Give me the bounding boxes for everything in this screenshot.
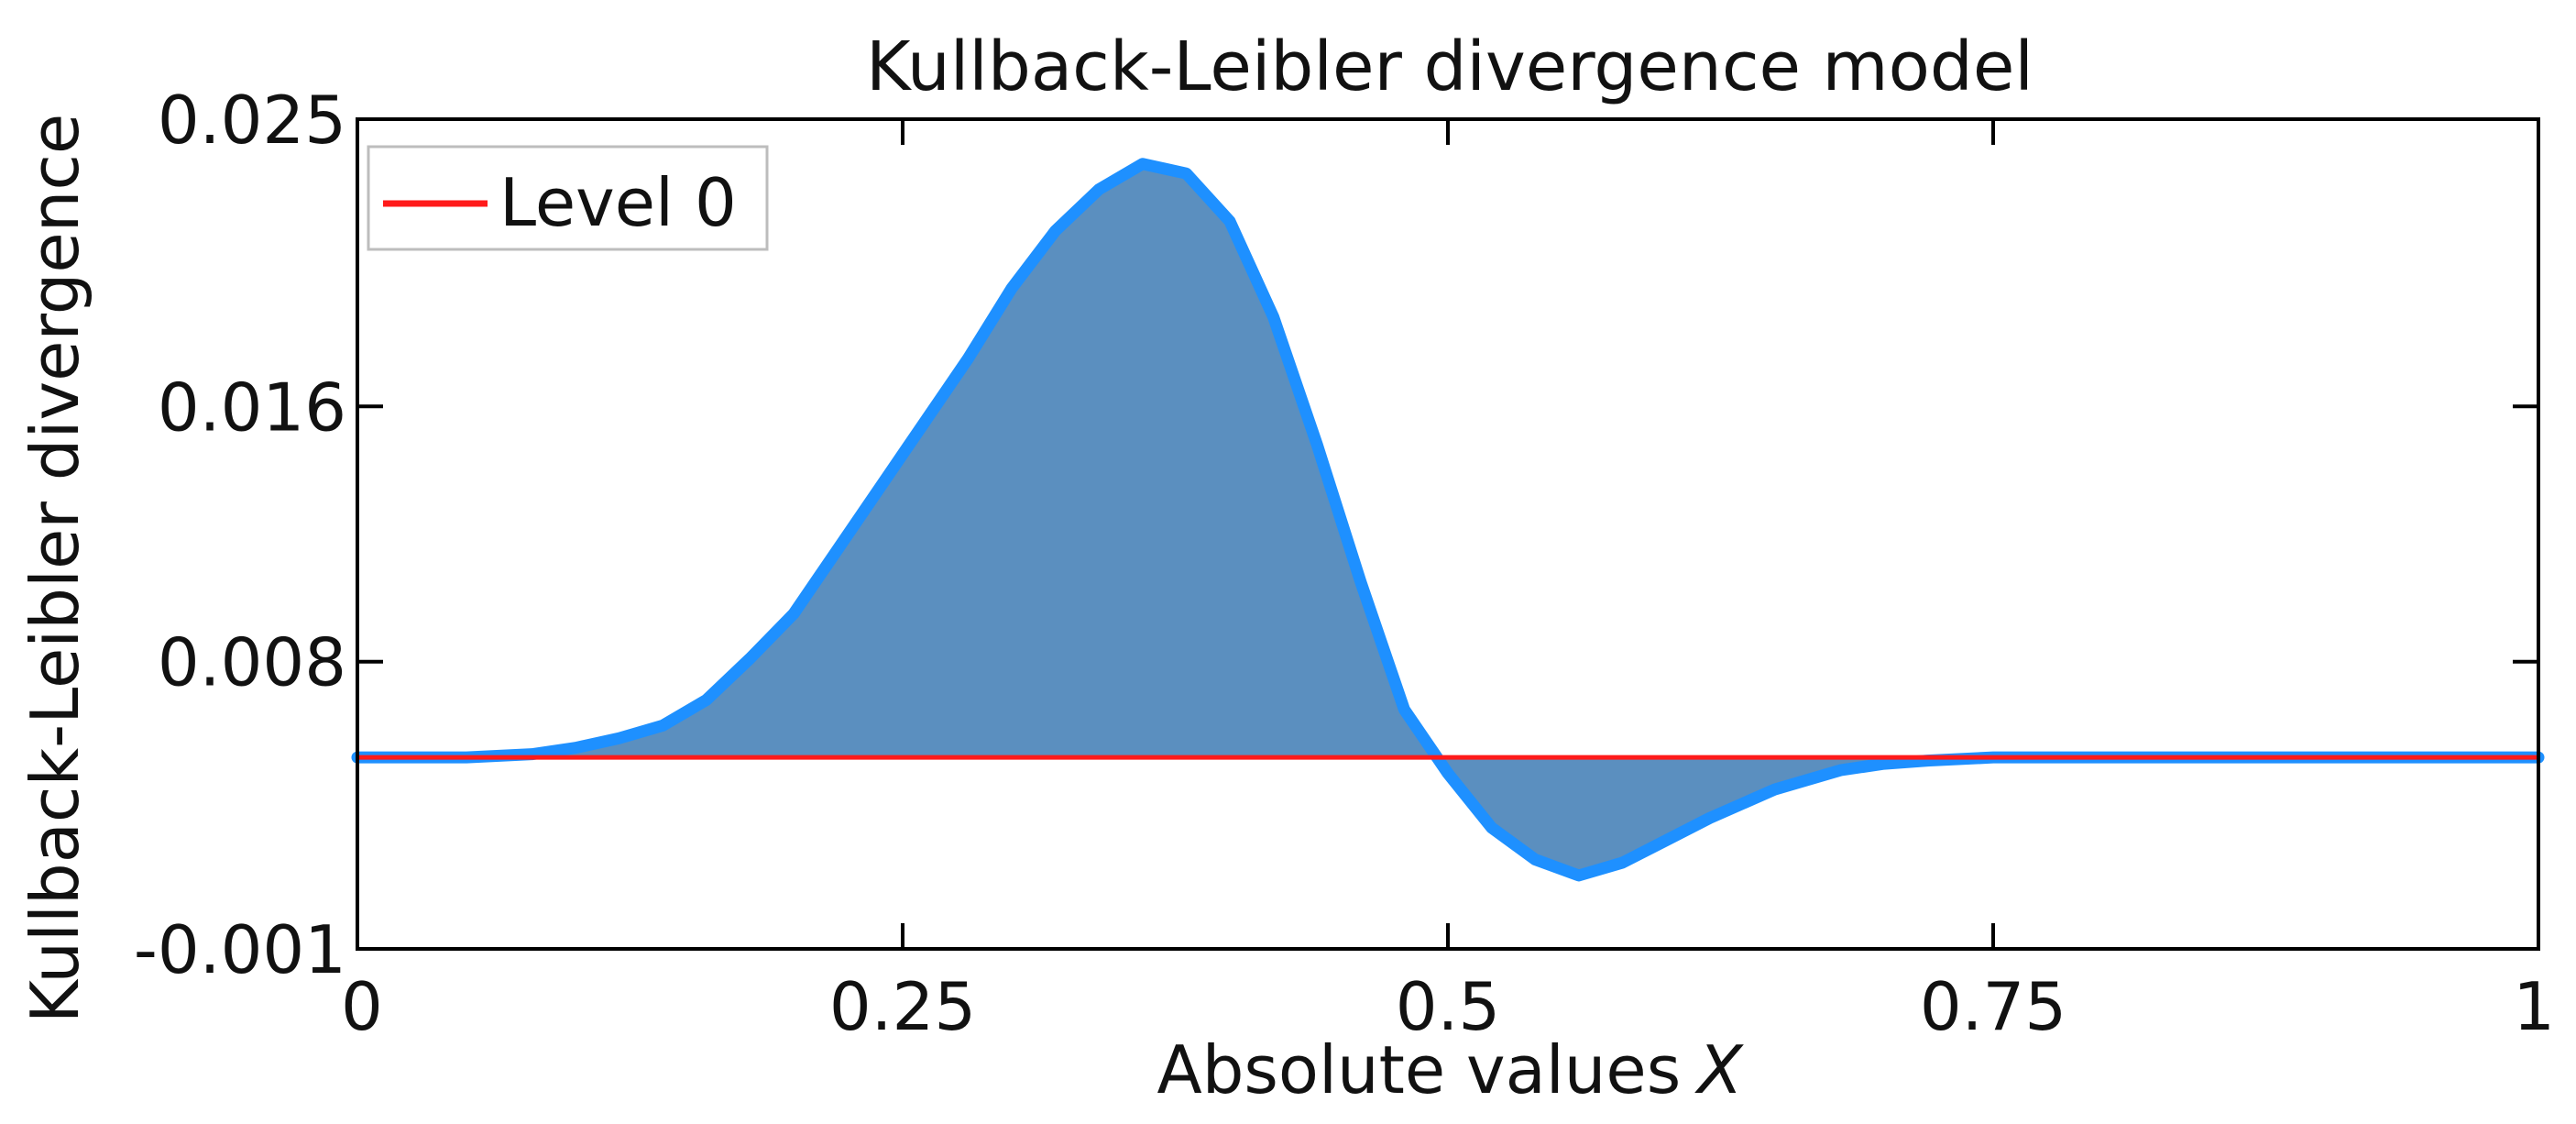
x-tick-label: 0 — [341, 968, 383, 1045]
plot-area — [351, 158, 2545, 882]
legend-label-level-0: Level 0 — [499, 164, 737, 241]
y-tick-label: -0.001 — [134, 911, 346, 988]
x-axis-label-text: Absolute values — [1156, 1031, 1681, 1108]
axis-ticks: 0 0.25 0.5 0.75 1 -0.001 0.008 0.016 0.025 — [134, 82, 2555, 1045]
x-axis-label-variable: X — [1694, 1031, 1744, 1108]
x-tick-label: 1 — [2513, 968, 2555, 1045]
legend: Level 0 — [367, 145, 769, 251]
x-tick-label: 0.75 — [1920, 968, 2066, 1045]
legend-box — [367, 145, 769, 251]
y-tick-label: 0.025 — [158, 82, 346, 159]
y-tick-label: 0.016 — [158, 369, 346, 446]
kl-divergence-curve — [351, 158, 2545, 882]
area-fill — [357, 163, 2538, 876]
y-axis-label: Kullback-Leibler divergence — [16, 114, 93, 1023]
y-tick-label: 0.008 — [158, 624, 346, 701]
x-axis-label: Absolute values X — [1156, 1031, 1744, 1108]
x-tick-label: 0.25 — [829, 968, 976, 1045]
chart-title: Kullback-Leibler divergence model — [866, 28, 2033, 106]
x-tick-label: 0.5 — [1396, 968, 1501, 1045]
